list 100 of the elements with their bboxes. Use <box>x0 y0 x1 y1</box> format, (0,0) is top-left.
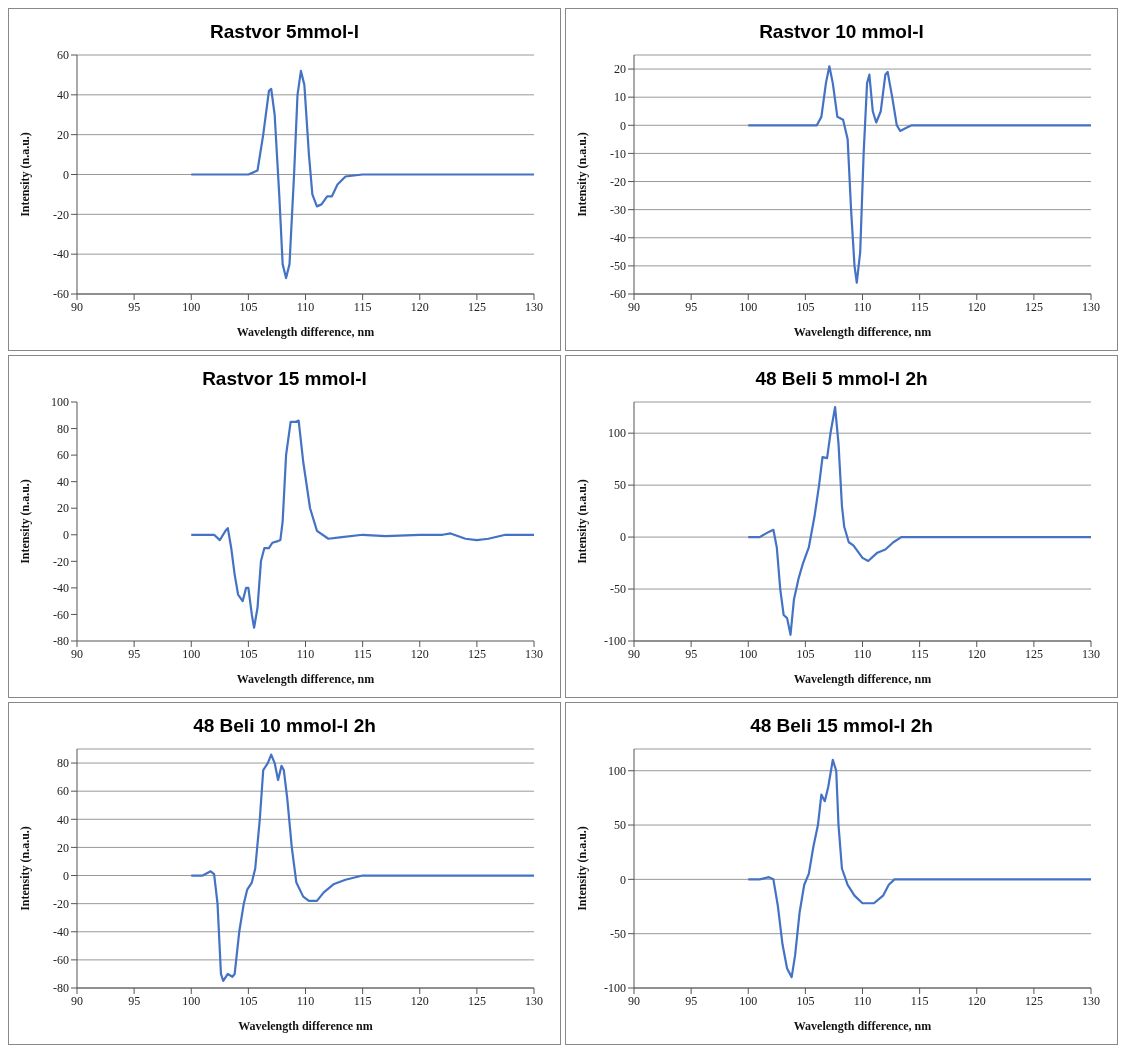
x-tick-label: 90 <box>628 299 640 314</box>
y-axis-title: Intensity (n.a.u.) <box>575 826 590 911</box>
y-tick-label: 0 <box>620 118 626 133</box>
y-tick-label: 100 <box>51 395 69 410</box>
x-tick-label: 120 <box>967 993 986 1008</box>
chart-title: Rastvor 15 mmol-l <box>201 368 368 391</box>
y-tick-label: -20 <box>53 207 69 222</box>
x-tick-label: 100 <box>739 993 758 1008</box>
line-series <box>747 65 1091 284</box>
x-tick-label: 90 <box>71 299 83 314</box>
x-tick-label: 105 <box>796 646 815 661</box>
y-tick-label: -100 <box>604 634 626 649</box>
x-tick-label: 120 <box>967 299 986 314</box>
y-tick-label: -50 <box>610 926 626 941</box>
x-tick-label: 120 <box>410 646 429 661</box>
y-tick-label: -80 <box>53 634 69 649</box>
x-axis-title: Wavelength difference nm <box>238 1019 373 1033</box>
y-axis-title: Intensity (n.a.u.) <box>18 826 33 911</box>
y-tick-label: -40 <box>53 247 69 262</box>
x-tick-label: 130 <box>525 646 543 661</box>
y-axis-title: Intensity (n.a.u.) <box>18 132 33 217</box>
x-tick-label: 115 <box>353 646 372 661</box>
y-tick-label: -20 <box>53 896 69 911</box>
x-tick-label: 130 <box>1082 299 1100 314</box>
x-tick-label: 115 <box>353 299 372 314</box>
line-series <box>190 69 534 280</box>
y-tick-label: 60 <box>57 784 69 799</box>
y-tick-label: -20 <box>610 174 626 189</box>
y-tick-label: 20 <box>57 840 69 855</box>
y-tick-label: -40 <box>53 925 69 940</box>
y-tick-label: -40 <box>53 581 69 596</box>
y-tick-label: 0 <box>620 872 626 887</box>
y-tick-label: 40 <box>57 88 69 103</box>
x-tick-label: 130 <box>1082 646 1100 661</box>
x-tick-label: 110 <box>296 646 315 661</box>
x-tick-label: 125 <box>467 299 486 314</box>
y-axis-title: Intensity (n.a.u.) <box>575 132 590 217</box>
y-tick-label: -60 <box>610 287 626 302</box>
x-tick-label: 95 <box>685 993 698 1008</box>
x-tick-label: 105 <box>796 299 815 314</box>
x-tick-label: 90 <box>71 993 83 1008</box>
y-tick-label: 0 <box>63 167 69 182</box>
x-tick-label: 110 <box>296 993 315 1008</box>
x-tick-label: 125 <box>467 993 486 1008</box>
y-tick-label: -10 <box>610 146 626 161</box>
y-tick-label: 10 <box>614 90 626 105</box>
y-tick-label: -50 <box>610 582 626 597</box>
y-tick-label: 0 <box>63 528 69 543</box>
x-tick-label: 95 <box>128 299 141 314</box>
y-tick-label: 80 <box>57 421 69 436</box>
y-tick-label: -60 <box>53 287 69 302</box>
x-axis-title: Wavelength difference, nm <box>236 672 375 686</box>
x-tick-label: 115 <box>910 646 929 661</box>
y-tick-label: -80 <box>53 981 69 996</box>
y-tick-label: 50 <box>614 478 626 493</box>
x-tick-label: 120 <box>967 646 986 661</box>
x-axis-title: Wavelength difference, nm <box>793 325 932 339</box>
x-tick-label: 125 <box>467 646 486 661</box>
y-tick-label: 20 <box>57 127 69 142</box>
x-tick-label: 105 <box>239 646 258 661</box>
y-axis-title: Intensity (n.a.u.) <box>575 479 590 564</box>
x-tick-label: 130 <box>1082 993 1100 1008</box>
x-tick-label: 95 <box>128 993 141 1008</box>
y-tick-label: 100 <box>608 426 626 441</box>
x-tick-label: 125 <box>1024 299 1043 314</box>
x-tick-label: 130 <box>525 299 543 314</box>
line-series <box>747 406 1091 636</box>
x-tick-label: 105 <box>239 299 258 314</box>
x-axis-title: Wavelength difference, nm <box>236 325 375 339</box>
y-tick-label: 100 <box>608 763 626 778</box>
y-tick-label: -30 <box>610 202 626 217</box>
y-tick-label: 40 <box>57 474 69 489</box>
y-tick-label: -50 <box>610 259 626 274</box>
x-tick-label: 95 <box>685 646 698 661</box>
y-tick-label: 40 <box>57 812 69 827</box>
chart-title: 48 Beli 15 mmol-l 2h <box>749 715 934 738</box>
y-axis-title: Intensity (n.a.u.) <box>18 479 33 564</box>
y-tick-label: -100 <box>604 981 626 996</box>
x-tick-label: 100 <box>739 299 758 314</box>
y-tick-label: 80 <box>57 756 69 771</box>
x-tick-label: 120 <box>410 993 429 1008</box>
y-tick-label: -20 <box>53 554 69 569</box>
x-tick-label: 100 <box>182 646 201 661</box>
x-axis-title: Wavelength difference, nm <box>793 672 932 686</box>
x-tick-label: 125 <box>1024 646 1043 661</box>
y-tick-label: 50 <box>614 818 626 833</box>
x-tick-label: 110 <box>853 299 872 314</box>
x-tick-label: 125 <box>1024 993 1043 1008</box>
y-tick-label: -60 <box>53 607 69 622</box>
y-tick-label: 20 <box>57 501 69 516</box>
x-tick-label: 110 <box>853 646 872 661</box>
x-tick-label: 110 <box>296 299 315 314</box>
x-tick-label: 115 <box>910 299 929 314</box>
y-tick-label: 20 <box>614 62 626 77</box>
x-tick-label: 105 <box>796 993 815 1008</box>
x-tick-label: 90 <box>71 646 83 661</box>
x-tick-label: 95 <box>685 299 698 314</box>
x-tick-label: 90 <box>628 646 640 661</box>
x-tick-label: 100 <box>182 299 201 314</box>
y-tick-label: 60 <box>57 448 69 463</box>
